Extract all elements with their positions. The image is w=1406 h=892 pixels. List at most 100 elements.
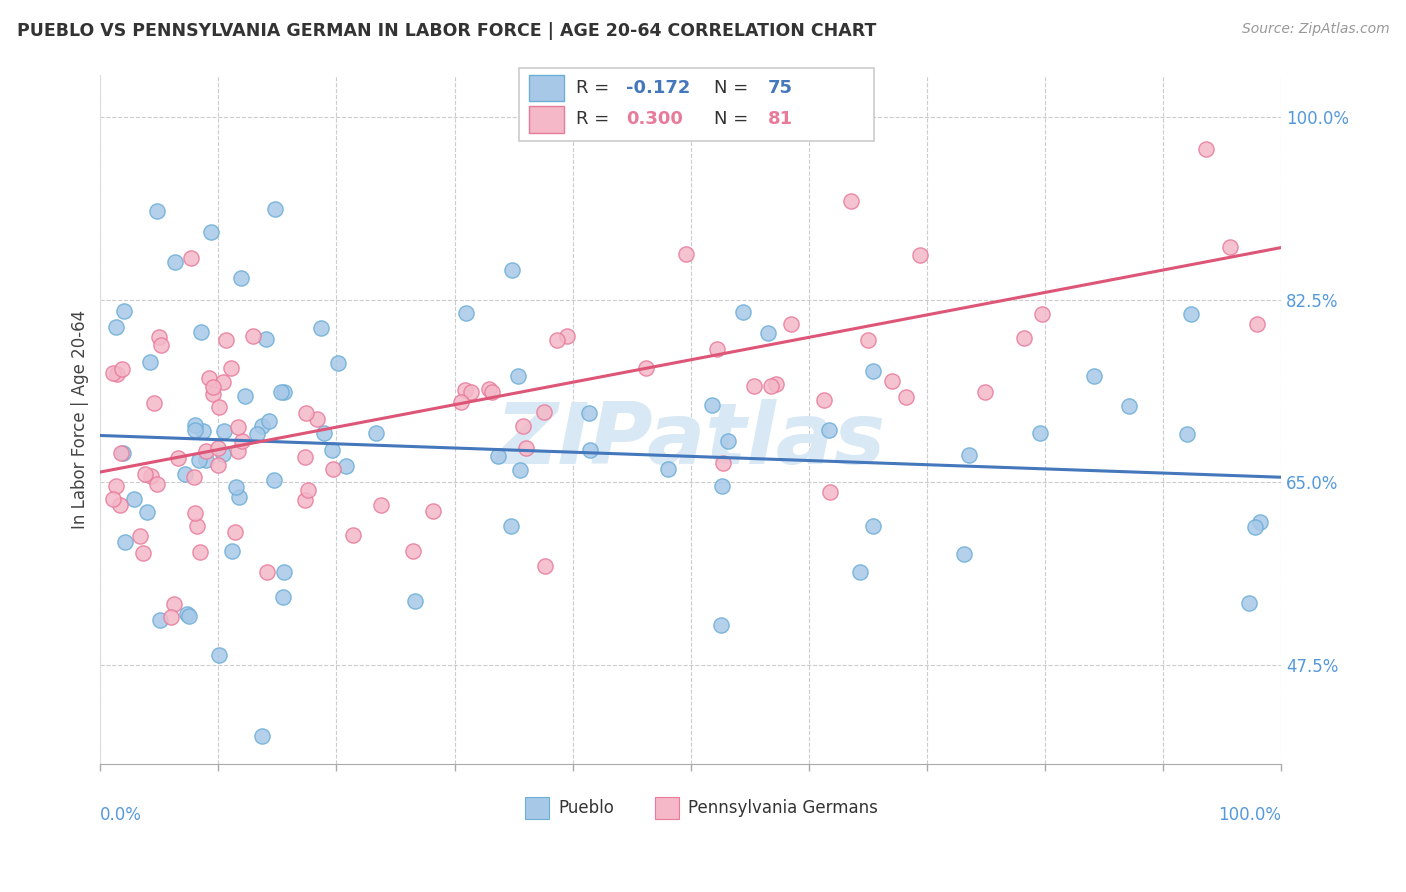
Point [342,528,364,542]
Point [515,442,537,456]
Point [108,498,131,512]
Point [139,355,162,369]
Point [211,447,233,461]
Point [321,442,343,457]
Point [297,483,319,497]
Point [1219,240,1241,254]
Point [779,317,801,331]
Point [742,378,765,392]
Point [221,544,243,558]
Point [312,426,335,441]
Point [818,485,841,500]
Point [717,434,740,448]
Point [1118,400,1140,414]
Point [252,729,274,743]
Point [229,271,252,285]
Point [1249,515,1271,529]
Point [294,450,316,464]
Point [148,330,170,344]
Point [246,426,269,441]
Y-axis label: In Labor Force | Age 20-64: In Labor Force | Age 20-64 [72,310,89,529]
Point [214,425,236,439]
Point [201,386,224,401]
Point [214,333,236,347]
Point [1083,369,1105,384]
Point [112,445,135,459]
Text: 75: 75 [768,78,793,97]
Point [252,419,274,434]
Point [364,426,387,441]
Point [322,461,344,475]
Point [1031,307,1053,321]
Point [270,384,292,399]
Point [675,246,697,260]
Point [450,395,472,409]
Point [908,248,931,262]
FancyBboxPatch shape [529,75,564,101]
Point [195,453,218,467]
Text: R =: R = [576,111,616,128]
Point [335,458,357,473]
Point [404,594,426,608]
Point [231,434,253,449]
Point [228,491,250,505]
Point [208,648,231,663]
Point [257,414,280,428]
Point [486,449,509,463]
Point [512,419,534,434]
Point [173,467,195,481]
Point [555,329,578,343]
Text: Pueblo: Pueblo [558,799,614,817]
Point [176,607,198,622]
Point [974,385,997,400]
Point [478,382,501,396]
Point [129,529,152,543]
Point [1246,317,1268,331]
Text: 81: 81 [768,111,793,128]
Point [894,391,917,405]
Point [422,503,444,517]
Text: R =: R = [576,78,616,97]
Point [200,225,222,239]
Text: 100.0%: 100.0% [1218,805,1281,823]
Point [183,470,205,484]
Point [111,362,134,376]
Point [756,326,779,340]
Point [1012,331,1035,345]
Point [454,306,477,320]
Point [163,598,186,612]
Point [122,491,145,506]
Point [139,468,162,483]
Point [849,565,872,579]
Point [813,393,835,408]
Point [481,385,503,400]
Text: PUEBLO VS PENNSYLVANIA GERMAN IN LABOR FORCE | AGE 20-64 CORRELATION CHART: PUEBLO VS PENNSYLVANIA GERMAN IN LABOR F… [17,22,876,40]
Point [710,617,733,632]
Point [1180,307,1202,321]
Point [862,364,884,378]
Text: ZIPatlas: ZIPatlas [495,399,886,482]
Point [862,519,884,533]
Point [184,418,207,433]
Point [634,360,657,375]
Point [136,504,159,518]
Point [145,204,167,219]
Point [499,519,522,533]
Point [190,325,212,339]
Point [110,446,132,460]
FancyBboxPatch shape [529,106,564,133]
Point [533,404,555,418]
Point [759,379,782,393]
Point [309,321,332,335]
Point [839,194,862,208]
Point [1237,596,1260,610]
Point [711,456,734,470]
Point [103,366,125,380]
Point [184,506,207,520]
Point [765,376,787,391]
Point [256,566,278,580]
Text: N =: N = [714,111,754,128]
Point [263,202,285,217]
Text: Source: ZipAtlas.com: Source: ZipAtlas.com [1241,22,1389,37]
Point [190,544,212,558]
